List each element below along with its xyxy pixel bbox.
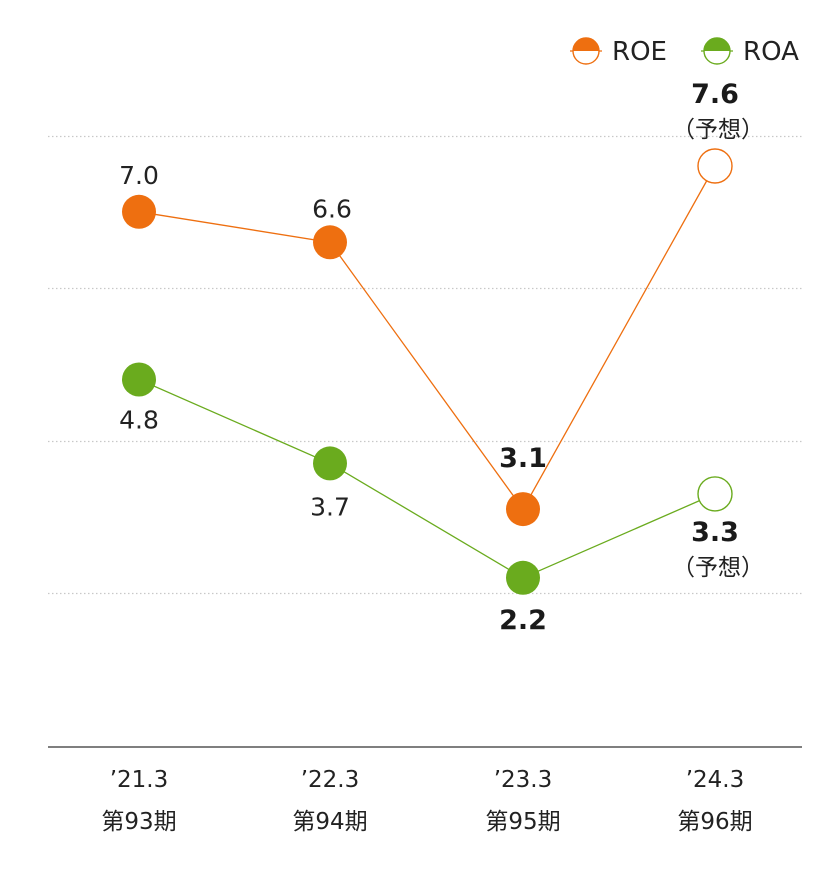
roe-value-label-2: 6.6	[312, 194, 352, 223]
x-axis-tick-labels: ’21.3 第93期 ’22.3 第94期 ’23.3 第95期 ’24.3 第96期	[101, 767, 752, 835]
legend-marker-fill-roa	[704, 38, 730, 51]
tick-period-4: 第96期	[677, 809, 752, 835]
roe-line	[138, 165, 716, 511]
roa-value-label-2: 3.7	[310, 492, 350, 521]
legend-label-roe: ROE	[612, 37, 667, 67]
data-labels: 7.0 6.6 3.1 7.6 （予想） 4.8 3.7 2.2 3.3 （予想）	[119, 79, 764, 636]
tick-year-2: ’22.3	[301, 767, 360, 793]
roe-point-2	[313, 225, 347, 260]
roe-value-label-4: 7.6	[691, 79, 739, 110]
roe-point-4	[697, 148, 733, 184]
roa-value-label-3: 2.2	[499, 605, 547, 636]
roe-forecast-note: （予想）	[672, 117, 764, 143]
roa-point-1	[122, 362, 156, 397]
roa-value-label-1: 4.8	[119, 406, 159, 435]
tick-year-3: ’23.3	[494, 767, 553, 793]
series-lines	[138, 165, 716, 579]
legend-item-roe: ROE	[570, 37, 667, 67]
tick-year-1: ’21.3	[110, 767, 169, 793]
roa-forecast-note: （予想）	[672, 555, 764, 581]
legend-marker-fill-roe	[573, 38, 599, 51]
roa-line	[138, 378, 716, 579]
tick-period-1: 第93期	[101, 809, 176, 835]
tick-year-4: ’24.3	[686, 767, 745, 793]
legend: ROE ROA	[570, 37, 799, 67]
roe-value-label-3: 3.1	[499, 443, 547, 474]
legend-label-roa: ROA	[743, 37, 799, 67]
roa-point-2	[313, 446, 347, 481]
roa-point-3	[506, 560, 540, 595]
roe-point-1	[122, 194, 156, 229]
data-markers	[122, 148, 733, 595]
legend-item-roa: ROA	[701, 37, 799, 67]
tick-period-3: 第95期	[485, 809, 560, 835]
grid-lines	[48, 135, 802, 595]
tick-period-2: 第94期	[292, 809, 367, 835]
roa-value-label-4: 3.3	[691, 517, 739, 548]
roe-point-3	[506, 492, 540, 527]
roa-point-4	[697, 476, 733, 512]
roe-value-label-1: 7.0	[119, 161, 159, 190]
